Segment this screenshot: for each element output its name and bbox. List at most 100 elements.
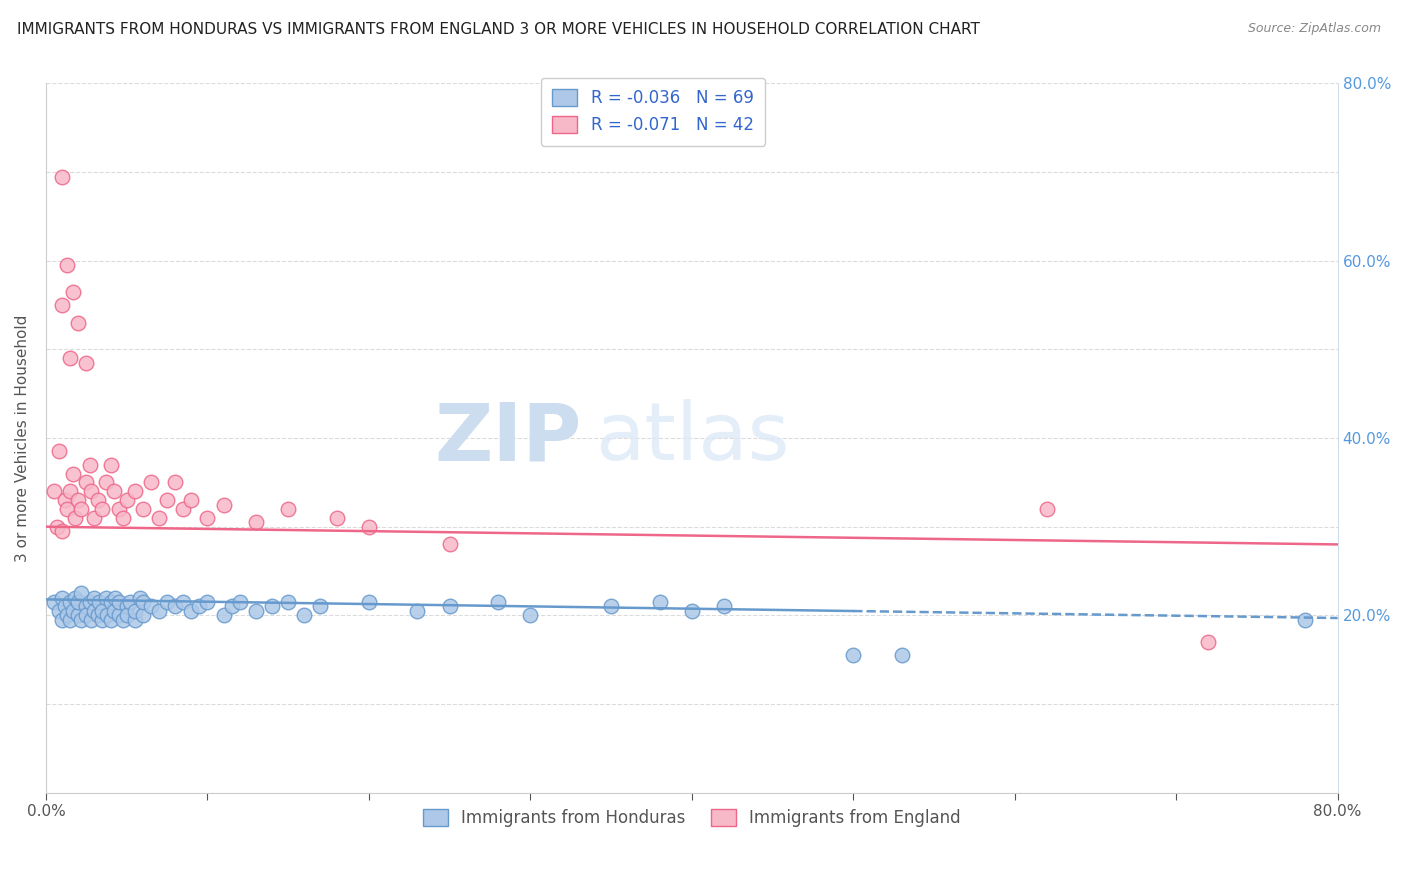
Point <box>124 484 146 499</box>
Point <box>292 608 315 623</box>
Point <box>83 604 105 618</box>
Point <box>62 467 84 481</box>
Point <box>104 591 127 605</box>
Point <box>56 502 79 516</box>
Point <box>48 444 70 458</box>
Point <box>75 356 97 370</box>
Point <box>53 599 76 614</box>
Point <box>75 608 97 623</box>
Point <box>59 484 82 499</box>
Point <box>165 475 187 490</box>
Text: Source: ZipAtlas.com: Source: ZipAtlas.com <box>1247 22 1381 36</box>
Point <box>188 599 211 614</box>
Point <box>139 599 162 614</box>
Point <box>1036 502 1059 516</box>
Point <box>59 595 82 609</box>
Point <box>83 591 105 605</box>
Point <box>53 493 76 508</box>
Point <box>70 613 93 627</box>
Point <box>100 613 122 627</box>
Point <box>67 316 90 330</box>
Point <box>70 586 93 600</box>
Point <box>51 298 73 312</box>
Point <box>180 493 202 508</box>
Point <box>63 511 86 525</box>
Point <box>648 595 671 609</box>
Point <box>486 595 509 609</box>
Point <box>519 608 541 623</box>
Point <box>1198 635 1220 649</box>
Point <box>107 608 129 623</box>
Point <box>148 604 170 618</box>
Point <box>115 493 138 508</box>
Point <box>180 604 202 618</box>
Point <box>139 475 162 490</box>
Point <box>357 519 380 533</box>
Point <box>148 511 170 525</box>
Point <box>1294 613 1316 627</box>
Point <box>48 604 70 618</box>
Point <box>56 258 79 272</box>
Text: IMMIGRANTS FROM HONDURAS VS IMMIGRANTS FROM ENGLAND 3 OR MORE VEHICLES IN HOUSEH: IMMIGRANTS FROM HONDURAS VS IMMIGRANTS F… <box>17 22 980 37</box>
Text: atlas: atlas <box>595 399 789 477</box>
Point <box>75 475 97 490</box>
Point <box>309 599 332 614</box>
Point <box>42 484 65 499</box>
Point <box>67 493 90 508</box>
Point <box>713 599 735 614</box>
Point <box>94 591 117 605</box>
Point <box>124 604 146 618</box>
Point <box>86 608 108 623</box>
Point <box>172 595 194 609</box>
Point <box>94 475 117 490</box>
Point <box>197 511 219 525</box>
Point <box>165 599 187 614</box>
Point <box>112 511 135 525</box>
Point <box>91 502 114 516</box>
Point <box>118 595 141 609</box>
Point <box>277 502 299 516</box>
Point <box>51 613 73 627</box>
Point <box>260 599 283 614</box>
Point <box>212 498 235 512</box>
Point <box>79 595 101 609</box>
Point <box>79 458 101 472</box>
Point <box>439 599 461 614</box>
Point <box>221 599 243 614</box>
Point <box>132 502 155 516</box>
Point <box>91 604 114 618</box>
Point <box>842 648 865 663</box>
Point <box>325 511 347 525</box>
Point <box>357 595 380 609</box>
Point <box>51 169 73 184</box>
Point <box>681 604 703 618</box>
Point <box>212 608 235 623</box>
Point <box>128 591 150 605</box>
Point <box>132 595 155 609</box>
Point <box>86 493 108 508</box>
Point <box>406 604 429 618</box>
Point <box>890 648 912 663</box>
Point <box>80 613 103 627</box>
Legend: Immigrants from Honduras, Immigrants from England: Immigrants from Honduras, Immigrants fro… <box>416 803 967 834</box>
Point <box>62 285 84 299</box>
Point <box>103 604 125 618</box>
Text: ZIP: ZIP <box>434 399 582 477</box>
Point <box>245 604 267 618</box>
Point <box>89 595 111 609</box>
Point <box>42 595 65 609</box>
Point <box>62 604 84 618</box>
Point <box>91 613 114 627</box>
Point <box>51 524 73 538</box>
Point <box>83 511 105 525</box>
Point <box>59 613 82 627</box>
Point <box>245 516 267 530</box>
Point <box>63 591 86 605</box>
Point <box>115 608 138 623</box>
Point <box>600 599 623 614</box>
Point <box>439 537 461 551</box>
Point <box>228 595 250 609</box>
Point <box>56 608 79 623</box>
Point <box>75 599 97 614</box>
Point <box>172 502 194 516</box>
